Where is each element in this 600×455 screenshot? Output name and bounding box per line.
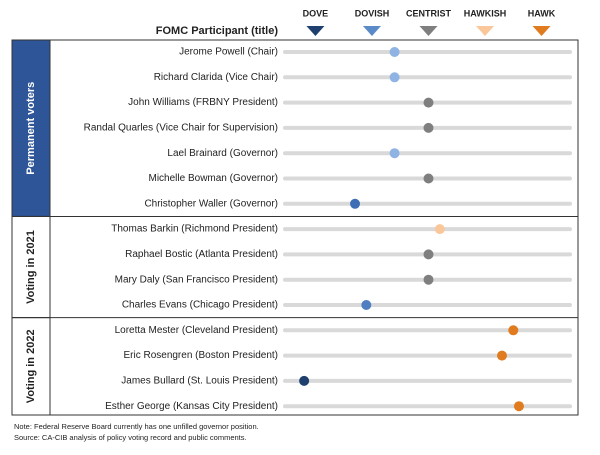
dot — [361, 300, 372, 310]
scale-marker — [532, 26, 551, 36]
participant-label: Richard Clarida (Vice Chair) — [154, 72, 278, 83]
chart-title: FOMC Participant (title) — [156, 25, 279, 37]
dot — [434, 224, 445, 235]
dot — [423, 274, 434, 285]
scale-label: DOVE — [303, 8, 329, 18]
dot — [299, 375, 310, 386]
participant-label: Thomas Barkin (Richmond President) — [111, 224, 278, 235]
scale-label: HAWK — [528, 8, 556, 18]
group-band — [11, 317, 51, 416]
dot — [423, 173, 434, 184]
scale-marker — [419, 26, 438, 36]
participant-label: John Williams (FRBNY President) — [128, 97, 278, 108]
participant-label: Loretta Mester (Cleveland President) — [115, 325, 278, 336]
note: Note: Federal Reserve Board currently ha… — [14, 422, 259, 431]
scale-label: HAWKISH — [464, 8, 507, 18]
participant-label: Mary Daly (San Francisco President) — [115, 274, 278, 285]
dot — [423, 97, 434, 108]
participant-label: Jerome Powell (Chair) — [179, 47, 278, 58]
group-label: Permanent voters — [25, 82, 37, 175]
scale-marker — [476, 26, 495, 36]
participant-label: Charles Evans (Chicago President) — [122, 300, 278, 311]
participant-label: Christopher Waller (Governor) — [144, 198, 278, 209]
participant-label: Lael Brainard (Governor) — [167, 148, 278, 159]
note: Source: CA-CIB analysis of policy voting… — [14, 433, 247, 442]
dot — [496, 350, 507, 361]
dot — [423, 249, 434, 260]
dot — [423, 122, 434, 133]
scale-label: DOVISH — [355, 8, 390, 18]
dot — [513, 401, 524, 412]
dot — [389, 47, 400, 57]
participant-label: Esther George (Kansas City President) — [105, 401, 278, 412]
dot — [389, 72, 400, 83]
participant-label: Randal Quarles (Vice Chair for Supervisi… — [84, 123, 278, 134]
participant-label: Eric Rosengren (Boston President) — [123, 350, 278, 361]
group-label: Voting in 2022 — [25, 329, 37, 403]
dot — [350, 198, 361, 209]
group-label: Voting in 2021 — [25, 230, 37, 304]
participant-label: Michelle Bowman (Governor) — [149, 173, 279, 184]
dot — [389, 148, 400, 159]
participant-label: Raphael Bostic (Atlanta President) — [125, 249, 278, 260]
scale-marker — [306, 26, 325, 36]
dot — [508, 325, 519, 336]
participant-label: James Bullard (St. Louis President) — [121, 376, 278, 387]
scale-label: CENTRIST — [406, 8, 452, 18]
scale-marker — [362, 26, 381, 36]
